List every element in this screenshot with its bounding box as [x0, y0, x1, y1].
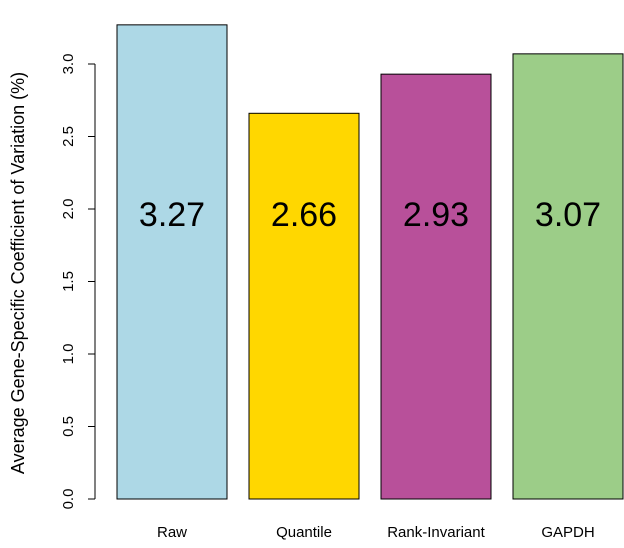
y-tick-label: 2.5	[60, 126, 77, 147]
bar-value-label: 2.66	[271, 196, 337, 234]
y-tick-label: 3.0	[60, 54, 77, 75]
x-category-label: Raw	[157, 524, 187, 541]
bar	[512, 53, 624, 500]
bar	[248, 112, 360, 500]
bar-value-label: 2.93	[403, 196, 469, 234]
y-tick-label: 1.5	[60, 271, 77, 292]
y-tick-label: 0.0	[60, 489, 77, 510]
x-category-label: GAPDH	[541, 524, 594, 541]
y-tick-label: 2.0	[60, 199, 77, 220]
y-tick-label: 0.5	[60, 416, 77, 437]
bars: 3.27 2.66 2.93 3.07	[116, 24, 624, 500]
x-category-label: Rank-Invariant	[387, 524, 485, 541]
bar-value-label: 3.27	[139, 196, 205, 234]
y-axis: 0.0 0.5 1.0 1.5 2.0 2.5 3.0	[60, 54, 96, 510]
bar	[116, 24, 228, 500]
x-category-label: Quantile	[276, 524, 332, 541]
y-axis-label: Average Gene-Specific Coefficient of Var…	[8, 72, 28, 474]
x-axis-labels: Raw Quantile Rank-Invariant GAPDH	[157, 524, 595, 541]
bar-value-label: 3.07	[535, 196, 601, 234]
bar	[380, 73, 492, 500]
y-tick-label: 1.0	[60, 344, 77, 365]
